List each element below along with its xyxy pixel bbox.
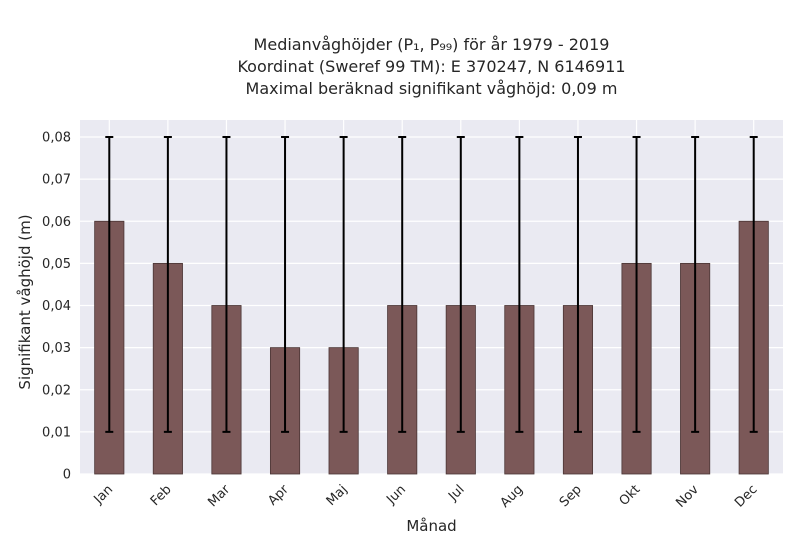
error-bars [105, 136, 758, 433]
x-tick-label: Jan [91, 482, 116, 507]
y-tick-label: 0 [63, 468, 71, 483]
x-tick-label: Mar [205, 482, 233, 510]
chart-title-line-1: Medianvåghöjder (P₁, P₉₉) för år 1979 - … [253, 35, 610, 54]
y-tick-label: 0,04 [42, 299, 71, 314]
x-axis-label: Månad [406, 517, 456, 535]
y-tick-label: 0,03 [42, 341, 71, 356]
y-tick-label: 0,06 [42, 215, 71, 230]
x-tick-label: Maj [324, 482, 351, 509]
y-tick-label: 0,08 [42, 131, 71, 146]
y-axis-label: Signifikant våghöjd (m) [16, 214, 34, 389]
x-tick-labels: Jan Feb Mar Apr Maj Jun Jul Aug Sep Okt Nov Dec [91, 482, 761, 511]
x-tick-label: Nov [673, 482, 702, 511]
chart-title-line-3: Maximal beräknad signifikant våghöjd: 0,… [245, 79, 618, 98]
x-tick-label: Sep [557, 482, 585, 510]
x-tick-label: Okt [617, 482, 644, 509]
y-tick-labels: 0 0,01 0,02 0,03 0,04 0,05 0,06 0,07 0,08 [42, 131, 71, 483]
x-tick-label: Apr [265, 482, 292, 509]
y-tick-label: 0,07 [42, 173, 71, 188]
x-tick-label: Jun [383, 482, 409, 508]
x-tick-label: Jul [445, 482, 467, 504]
x-tick-label: Dec [732, 482, 760, 510]
plot-area [80, 120, 783, 474]
y-tick-label: 0,05 [42, 257, 71, 272]
chart-title: Medianvåghöjder (P₁, P₉₉) för år 1979 - … [80, 34, 783, 100]
y-tick-label: 0,02 [42, 383, 71, 398]
x-tick-label: Feb [148, 482, 175, 509]
x-tick-label: Aug [498, 482, 527, 511]
chart-title-line-2: Koordinat (Sweref 99 TM): E 370247, N 61… [237, 57, 626, 76]
y-tick-label: 0,01 [42, 425, 71, 440]
